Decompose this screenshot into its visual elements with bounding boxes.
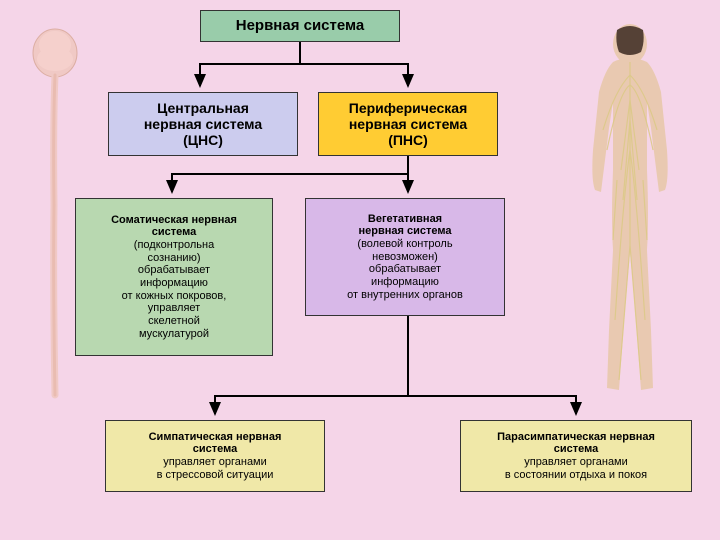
- node-parasympathetic-line: управляет органами: [524, 456, 628, 469]
- node-sympathetic-line: в стрессовой ситуации: [157, 469, 274, 482]
- node-parasympathetic-line: Парасимпатическая нервная: [497, 431, 655, 444]
- node-vegetative: Вегетативнаянервная система(волевой конт…: [305, 198, 505, 316]
- node-somatic-line: обрабатывает: [138, 264, 210, 277]
- node-pns-line: нервная система: [349, 116, 467, 132]
- node-somatic-line: информацию: [140, 277, 208, 290]
- node-vegetative-line: Вегетативная: [368, 213, 442, 226]
- node-somatic-line: мускулатурой: [139, 328, 209, 341]
- node-pns: Периферическаянервная система(ПНС): [318, 92, 498, 156]
- node-sympathetic-line: система: [193, 443, 237, 456]
- node-cns-line: (ЦНС): [183, 132, 223, 148]
- node-somatic-line: сознанию): [148, 252, 201, 265]
- node-somatic-line: (подконтрольна: [134, 239, 214, 252]
- node-cns: Центральнаянервная система(ЦНС): [108, 92, 298, 156]
- node-somatic: Соматическая нервнаясистема(подконтрольн…: [75, 198, 273, 356]
- node-vegetative-line: нервная система: [359, 225, 452, 238]
- node-vegetative-line: информацию: [371, 276, 439, 289]
- node-somatic-line: управляет: [148, 302, 200, 315]
- body-nerves-illustration: [555, 20, 705, 400]
- node-sympathetic: Симпатическая нервнаясистемауправляет ор…: [105, 420, 325, 492]
- node-parasympathetic: Парасимпатическая нервнаясистемауправляе…: [460, 420, 692, 492]
- node-pns-line: Периферическая: [349, 100, 468, 116]
- node-root: Нервная система: [200, 10, 400, 42]
- node-vegetative-line: от внутренних органов: [347, 289, 463, 302]
- node-pns-line: (ПНС): [388, 132, 428, 148]
- node-vegetative-line: невозможен): [372, 251, 438, 264]
- node-parasympathetic-line: система: [554, 443, 598, 456]
- node-sympathetic-line: Симпатическая нервная: [149, 431, 282, 444]
- node-vegetative-line: обрабатывает: [369, 263, 441, 276]
- node-vegetative-line: (волевой контроль: [357, 238, 452, 251]
- node-somatic-line: Соматическая нервная: [111, 214, 237, 227]
- node-somatic-line: система: [152, 226, 196, 239]
- node-cns-line: Центральная: [157, 100, 249, 116]
- node-cns-line: нервная система: [144, 116, 262, 132]
- node-parasympathetic-line: в состоянии отдыха и покоя: [505, 469, 647, 482]
- node-somatic-line: от кожных покровов,: [122, 290, 227, 303]
- node-sympathetic-line: управляет органами: [163, 456, 267, 469]
- node-root-line: Нервная система: [236, 17, 365, 34]
- node-somatic-line: скелетной: [148, 315, 200, 328]
